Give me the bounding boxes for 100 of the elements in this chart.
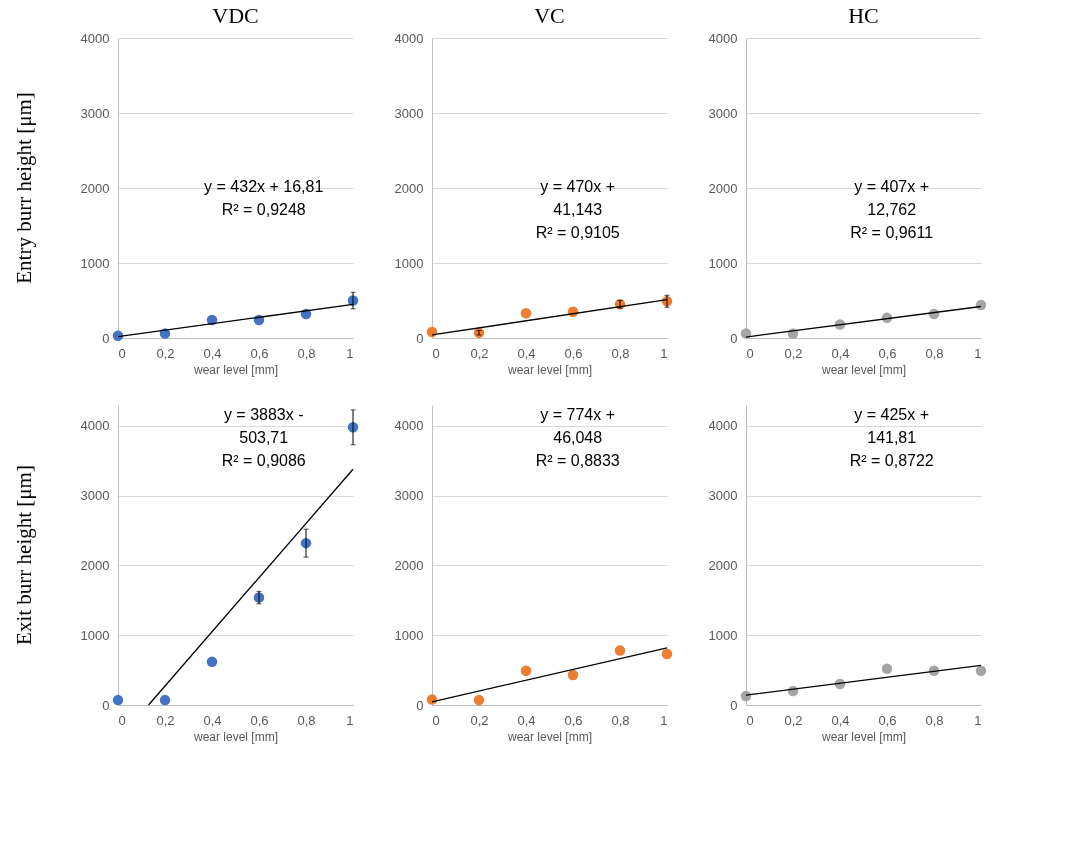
y-tick-label: 3000 bbox=[708, 105, 738, 121]
y-tick-label: 2000 bbox=[708, 180, 738, 196]
x-tick-label: 0,2 bbox=[470, 712, 489, 728]
y-tick-label: 1000 bbox=[708, 627, 738, 643]
point bbox=[975, 665, 987, 677]
x-tick-label: 0,4 bbox=[831, 712, 850, 728]
annotation: R² = 0,9086 bbox=[221, 452, 306, 469]
y-tick-label: 4000 bbox=[394, 418, 424, 434]
y-tick-label: 2000 bbox=[80, 557, 110, 573]
chart-title: VDC bbox=[212, 3, 259, 28]
chart-title: VC bbox=[534, 3, 565, 28]
x-tick-label: 0,4 bbox=[203, 345, 222, 361]
x-tick-label: 0 bbox=[118, 712, 126, 728]
x-tick-label: 0 bbox=[432, 712, 440, 728]
x-tick-label: 1 bbox=[346, 712, 354, 728]
annotation: y = 470x + bbox=[540, 178, 616, 195]
annotation: y = 774x + bbox=[540, 406, 616, 423]
y-tick-label: 1000 bbox=[708, 255, 738, 271]
annotation: R² = 0,9611 bbox=[850, 224, 934, 241]
y-tick-label: 1000 bbox=[394, 255, 424, 271]
x-tick-label: 1 bbox=[660, 712, 668, 728]
y-tick-label: 0 bbox=[416, 330, 424, 346]
y-tick-label: 3000 bbox=[80, 105, 110, 121]
y-tick-label: 0 bbox=[102, 697, 110, 713]
y-tick-label: 4000 bbox=[708, 418, 738, 434]
x-tick-label: 1 bbox=[660, 345, 668, 361]
x-tick-label: 0,4 bbox=[517, 345, 536, 361]
x-tick-label: 0,8 bbox=[925, 345, 944, 361]
annotation: y = 432x + 16,81 bbox=[204, 178, 324, 195]
x-tick-label: 0 bbox=[746, 712, 754, 728]
x-tick-label: 0,8 bbox=[297, 345, 316, 361]
point bbox=[520, 665, 532, 677]
y-tick-label: 1000 bbox=[394, 627, 424, 643]
point bbox=[614, 645, 626, 656]
y-tick-label: 2000 bbox=[394, 180, 424, 196]
point bbox=[112, 694, 124, 706]
x-tick-label: 0,2 bbox=[156, 345, 175, 361]
x-tick-label: 0,2 bbox=[470, 345, 489, 361]
x-tick-label: 0,8 bbox=[925, 712, 944, 728]
point bbox=[520, 308, 532, 319]
y-tick-label: 4000 bbox=[394, 30, 424, 46]
x-tick-label: 0,2 bbox=[784, 712, 803, 728]
y-tick-label: 4000 bbox=[708, 30, 738, 46]
point bbox=[159, 694, 171, 706]
chart-title: HC bbox=[848, 3, 879, 28]
point bbox=[881, 663, 893, 674]
point bbox=[206, 314, 218, 326]
y-tick-label: 1000 bbox=[80, 627, 110, 643]
x-tick-label: 0,4 bbox=[831, 345, 850, 361]
x-tick-label: 1 bbox=[974, 712, 982, 728]
annotation: y = 3883x - bbox=[223, 406, 304, 423]
x-tick-label: 0,6 bbox=[564, 712, 583, 728]
x-axis-title: wear level [mm] bbox=[820, 362, 907, 377]
point bbox=[426, 694, 438, 705]
annotation: 12,762 bbox=[867, 201, 917, 218]
y-tick-label: 0 bbox=[730, 697, 738, 713]
y-tick-label: 4000 bbox=[80, 418, 110, 434]
x-tick-label: 0,8 bbox=[611, 345, 630, 361]
point bbox=[112, 330, 124, 341]
x-tick-label: 0 bbox=[118, 345, 126, 361]
point bbox=[426, 326, 438, 338]
x-tick-label: 0,6 bbox=[878, 345, 897, 361]
x-tick-label: 0,6 bbox=[250, 345, 269, 361]
x-tick-label: 0 bbox=[746, 345, 754, 361]
y-tick-label: 0 bbox=[416, 697, 424, 713]
y-axis-title: Entry burr height [μm] bbox=[12, 92, 36, 284]
x-axis-title: wear level [mm] bbox=[820, 729, 907, 744]
annotation: R² = 0,9248 bbox=[221, 201, 306, 218]
x-axis-title: wear level [mm] bbox=[506, 729, 593, 744]
annotation: 503,71 bbox=[239, 429, 289, 446]
y-tick-label: 2000 bbox=[394, 557, 424, 573]
x-tick-label: 0,8 bbox=[297, 712, 316, 728]
point bbox=[206, 656, 218, 667]
y-tick-label: 0 bbox=[730, 330, 738, 346]
x-tick-label: 1 bbox=[346, 345, 354, 361]
y-tick-label: 0 bbox=[102, 330, 110, 346]
annotation: 41,143 bbox=[553, 201, 603, 218]
x-tick-label: 0,4 bbox=[203, 712, 222, 728]
y-tick-label: 2000 bbox=[708, 557, 738, 573]
x-tick-label: 0,4 bbox=[517, 712, 536, 728]
annotation: y = 407x + bbox=[854, 178, 930, 195]
x-tick-label: 0,6 bbox=[878, 712, 897, 728]
x-tick-label: 1 bbox=[974, 345, 982, 361]
x-tick-label: 0,8 bbox=[611, 712, 630, 728]
point bbox=[975, 299, 987, 311]
x-tick-label: 0,2 bbox=[156, 712, 175, 728]
y-tick-label: 3000 bbox=[394, 105, 424, 121]
y-tick-label: 3000 bbox=[80, 488, 110, 504]
x-tick-label: 0,6 bbox=[250, 712, 269, 728]
y-tick-label: 1000 bbox=[80, 255, 110, 271]
x-axis-title: wear level [mm] bbox=[192, 362, 279, 377]
point bbox=[740, 328, 752, 339]
y-axis-title: Exit burr height [μm] bbox=[12, 465, 36, 645]
y-tick-label: 2000 bbox=[80, 180, 110, 196]
annotation: R² = 0,8833 bbox=[535, 452, 620, 469]
annotation: R² = 0,8722 bbox=[849, 452, 934, 469]
y-tick-label: 3000 bbox=[708, 488, 738, 504]
x-tick-label: 0,2 bbox=[784, 345, 803, 361]
x-tick-label: 0,6 bbox=[564, 345, 583, 361]
annotation: R² = 0,9105 bbox=[535, 224, 620, 241]
